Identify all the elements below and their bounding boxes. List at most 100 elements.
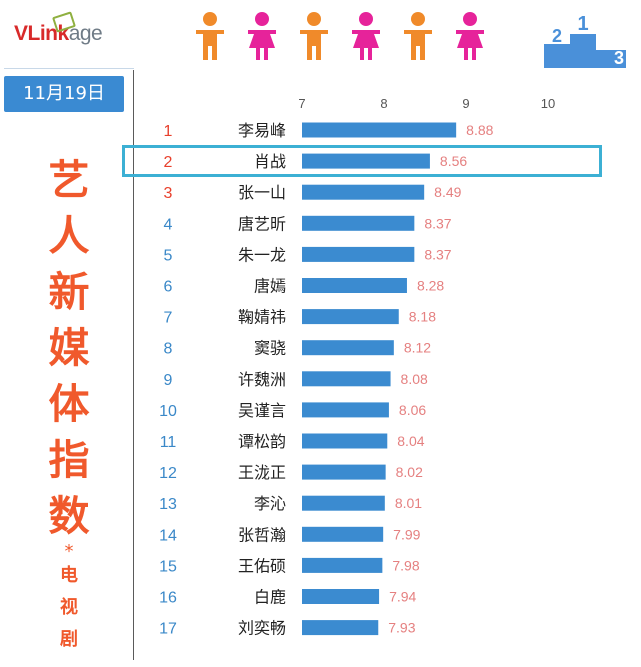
x-tick-label: 8	[380, 96, 387, 111]
score-label: 8.28	[417, 278, 444, 294]
person-male-icon	[294, 10, 334, 62]
score-bar	[302, 526, 384, 542]
person-male-icon	[190, 10, 230, 62]
rank-number: 9	[164, 372, 173, 389]
artist-name: 许魏洲	[238, 370, 286, 389]
score-label: 8.12	[404, 340, 431, 356]
artist-name: 唐嫣	[254, 277, 286, 296]
score-label: 8.18	[409, 309, 436, 325]
title-char: 人	[48, 212, 90, 260]
score-bar	[302, 620, 379, 636]
title-char: 数	[48, 492, 90, 540]
score-label: 7.99	[393, 526, 420, 542]
score-bar	[302, 184, 425, 200]
rank-number: 13	[159, 496, 177, 513]
score-bar	[302, 433, 388, 449]
score-label: 8.01	[395, 495, 422, 511]
highlight-box	[122, 145, 602, 177]
artist-name: 张一山	[238, 183, 286, 202]
rank-number: 7	[164, 310, 173, 327]
score-label: 8.08	[401, 371, 428, 387]
artist-name: 张哲瀚	[238, 525, 286, 544]
score-bar	[302, 589, 380, 604]
rank-number: 11	[160, 434, 177, 451]
artist-name: 窦骁	[254, 339, 286, 358]
artist-name: 刘奕畅	[238, 619, 286, 638]
artist-name: 白鹿	[254, 588, 286, 607]
score-bar	[302, 495, 385, 511]
score-bar	[302, 371, 391, 387]
person-female-icon	[450, 10, 490, 62]
person-female-icon	[242, 10, 282, 62]
ranking-bar-chart: 7 8 9 10 1 李易峰 8.88 2 肖战 8.56 3 张一山 8.49 4 唐艺昕 8.37 5 朱一龙…	[159, 96, 555, 638]
rank-number: 12	[159, 465, 177, 482]
rank-number: 17	[159, 621, 177, 638]
score-bar	[302, 464, 386, 480]
rank-number: 10	[159, 403, 177, 420]
artist-name: 唐艺昕	[238, 214, 286, 233]
score-label: 8.06	[399, 402, 426, 418]
vertical-title: 艺 人 新 媒 体 指 数 * 电 视 剧	[34, 152, 104, 656]
score-label: 7.93	[388, 620, 415, 636]
artist-name: 李易峰	[238, 121, 286, 140]
subtitle-char: 剧	[60, 629, 78, 650]
podium-label-2: 2	[552, 26, 562, 46]
score-label: 8.49	[434, 184, 461, 200]
rank-number: 14	[159, 527, 177, 544]
score-bar	[302, 557, 383, 573]
score-bar	[302, 278, 407, 293]
score-label: 8.04	[397, 433, 424, 449]
artist-name: 朱一龙	[238, 245, 286, 264]
people-icon-row	[190, 10, 490, 62]
artist-name: 王佑硕	[238, 556, 286, 575]
title-char: 媒	[48, 324, 90, 372]
title-char: 体	[48, 380, 90, 428]
rank-number: 3	[164, 185, 173, 202]
rank-number: 16	[159, 590, 177, 607]
score-bar	[302, 309, 399, 325]
podium-icon: 1 2 3	[544, 13, 626, 68]
score-label: 7.98	[392, 557, 419, 573]
score-bar	[302, 215, 415, 231]
artist-name: 王泷正	[238, 463, 286, 482]
x-tick-label: 9	[462, 96, 469, 111]
rank-number: 15	[159, 558, 177, 575]
artist-name: 谭松韵	[238, 432, 286, 451]
rank-number: 6	[164, 279, 173, 296]
score-bar	[302, 246, 415, 262]
date-badge: 11月19日	[4, 76, 124, 112]
title-char: 指	[48, 436, 90, 484]
score-label: 8.88	[466, 122, 493, 138]
rank-number: 1	[164, 123, 173, 140]
logo-suffix: age	[68, 22, 103, 45]
score-label: 8.37	[424, 215, 451, 231]
podium-label-3: 3	[614, 48, 624, 68]
header-divider	[4, 68, 134, 69]
x-tick-label: 7	[298, 96, 305, 111]
score-label: 7.94	[389, 589, 416, 605]
rank-number: 4	[164, 216, 173, 233]
artist-name: 鞠婧祎	[238, 308, 286, 327]
podium-label-1: 1	[577, 13, 588, 35]
subtitle-char: 视	[60, 597, 78, 618]
title-star: *	[64, 541, 74, 562]
logo-prefix: VLink	[14, 22, 69, 45]
artist-name: 吴谨言	[238, 401, 286, 420]
rank-number: 5	[164, 247, 173, 264]
subtitle-char: 电	[60, 565, 78, 586]
rank-number: 2	[164, 154, 173, 171]
score-bar	[302, 153, 430, 169]
score-bar	[302, 402, 389, 418]
score-bar	[302, 122, 457, 138]
vlinkage-logo: VLinkage	[14, 22, 103, 46]
score-label: 8.37	[424, 246, 451, 262]
title-char: 艺	[48, 156, 90, 204]
score-label: 8.56	[440, 153, 467, 169]
person-male-icon	[398, 10, 438, 62]
score-bar	[302, 340, 394, 356]
x-tick-label: 10	[541, 96, 555, 111]
artist-name: 李沁	[254, 494, 286, 513]
artist-name: 肖战	[254, 152, 286, 171]
chart-divider	[133, 70, 134, 660]
score-label: 8.02	[396, 464, 423, 480]
